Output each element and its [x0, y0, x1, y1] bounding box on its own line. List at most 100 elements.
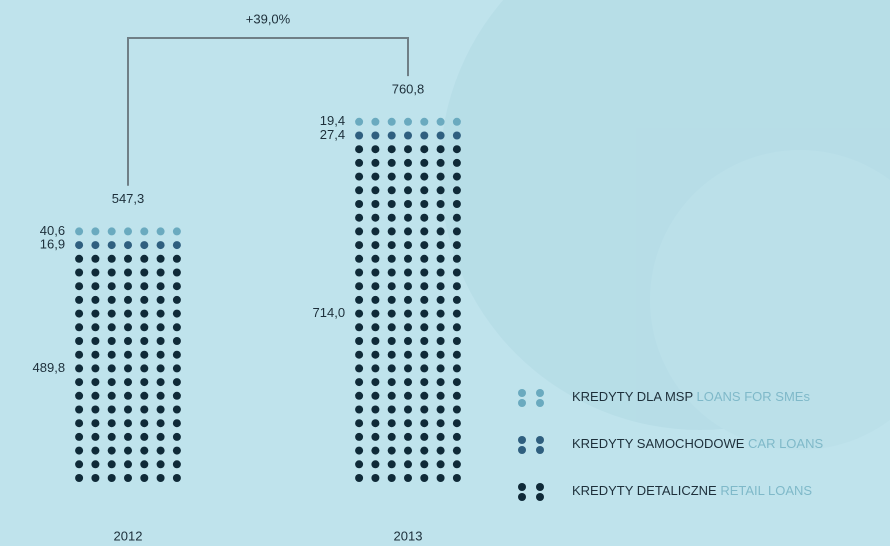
dot	[371, 186, 380, 195]
dot	[355, 117, 364, 126]
dot	[75, 350, 84, 359]
dot	[387, 432, 396, 441]
dot	[371, 364, 380, 373]
dot	[107, 309, 116, 318]
dot	[124, 268, 132, 277]
dot	[75, 241, 84, 250]
dot	[91, 254, 100, 263]
dot	[371, 282, 380, 291]
dot	[140, 364, 149, 373]
dot	[140, 432, 149, 441]
dot	[387, 186, 396, 195]
dot	[387, 337, 396, 345]
dot	[452, 158, 461, 167]
dot	[404, 323, 412, 332]
dot	[124, 419, 132, 428]
dot	[124, 474, 132, 482]
dot	[404, 405, 412, 414]
dot	[452, 186, 461, 195]
dot	[107, 227, 116, 236]
dot	[452, 268, 461, 277]
dot	[420, 158, 429, 167]
dot	[371, 378, 380, 387]
dot	[420, 323, 429, 332]
legend-label: KREDYTY SAMOCHODOWE CAR LOANS	[572, 436, 823, 451]
category-label: 2012	[114, 528, 143, 543]
dot	[387, 158, 396, 167]
dot	[404, 419, 412, 428]
dot	[91, 364, 100, 373]
dot	[172, 364, 181, 373]
legend-dot	[518, 399, 526, 407]
dot	[91, 337, 100, 345]
dot	[140, 405, 149, 414]
dot	[124, 446, 132, 455]
dot	[172, 241, 181, 250]
legend-dot	[536, 436, 544, 444]
dot	[420, 419, 429, 428]
dot	[355, 158, 364, 167]
dot	[420, 432, 429, 441]
dot	[387, 419, 396, 428]
dot	[75, 474, 84, 482]
dot	[420, 405, 429, 414]
dot-segment	[355, 145, 461, 482]
dot	[452, 446, 461, 455]
dot	[140, 446, 149, 455]
dot	[172, 337, 181, 345]
dot	[355, 419, 364, 428]
total-label: 760,8	[392, 82, 425, 97]
legend-dot	[518, 483, 526, 491]
dot	[404, 241, 412, 250]
dot	[156, 391, 165, 400]
dot	[355, 364, 364, 373]
dot	[156, 268, 165, 277]
dot	[355, 213, 364, 222]
dot	[91, 460, 100, 469]
dot	[371, 337, 380, 345]
legend-dot	[518, 436, 526, 444]
dot	[124, 295, 132, 304]
dot	[371, 350, 380, 359]
dot	[371, 131, 380, 140]
dot	[404, 337, 412, 345]
dot	[75, 419, 84, 428]
dot	[172, 419, 181, 428]
dot	[124, 254, 132, 263]
dot	[172, 268, 181, 277]
dot-segment	[355, 117, 461, 126]
dot	[355, 254, 364, 263]
dot	[387, 200, 396, 208]
dot	[91, 474, 100, 482]
dot	[107, 419, 116, 428]
dot	[452, 391, 461, 400]
dot	[140, 309, 149, 318]
dot	[436, 391, 445, 400]
dot	[452, 282, 461, 291]
dot	[452, 131, 461, 140]
dot	[91, 241, 100, 250]
dot	[404, 446, 412, 455]
dot	[156, 419, 165, 428]
dot	[75, 268, 84, 277]
change-label: +39,0%	[246, 11, 291, 26]
dot	[75, 405, 84, 414]
dot	[436, 241, 445, 250]
legend-dot	[518, 493, 526, 501]
dot	[452, 309, 461, 318]
dot	[436, 419, 445, 428]
dot	[387, 227, 396, 236]
dot	[172, 391, 181, 400]
dot	[140, 295, 149, 304]
change-bracket	[127, 37, 409, 186]
dot	[420, 131, 429, 140]
dot	[355, 323, 364, 332]
dot	[420, 227, 429, 236]
dot-segment	[355, 131, 461, 140]
dot	[107, 254, 116, 263]
dot	[404, 378, 412, 387]
dot	[91, 227, 100, 236]
dot	[436, 131, 445, 140]
dot	[124, 309, 132, 318]
dot	[404, 227, 412, 236]
